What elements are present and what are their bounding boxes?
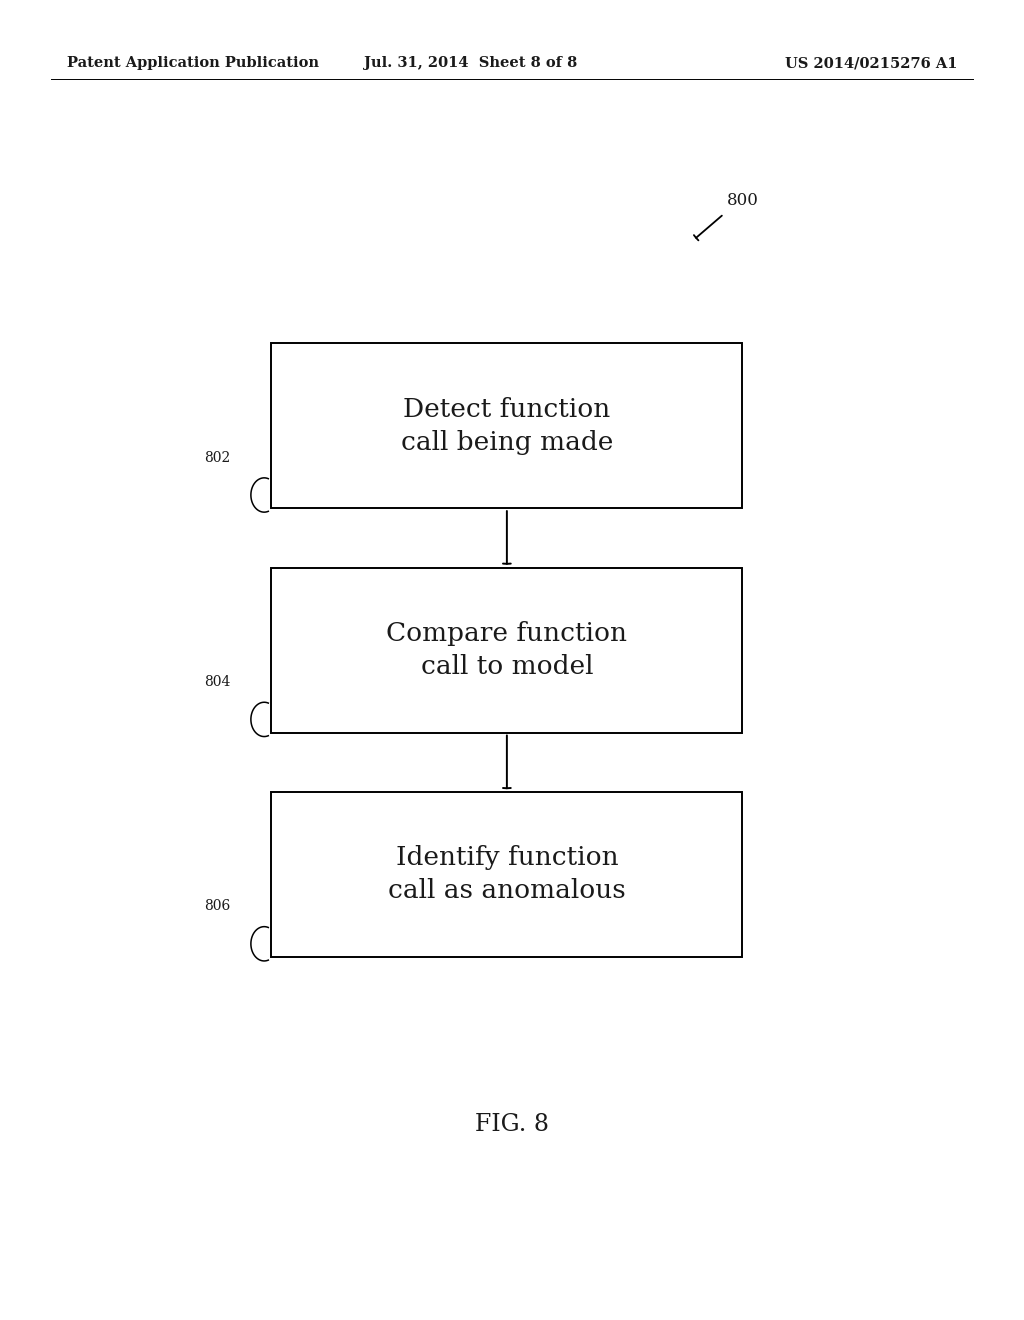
Text: 802: 802 [204,450,230,465]
Text: Patent Application Publication: Patent Application Publication [67,57,318,70]
Text: Identify function
call as anomalous: Identify function call as anomalous [388,846,626,903]
Text: 804: 804 [204,675,230,689]
Text: FIG. 8: FIG. 8 [475,1113,549,1137]
Text: 800: 800 [727,191,759,209]
Text: Detect function
call being made: Detect function call being made [400,397,613,454]
Text: Jul. 31, 2014  Sheet 8 of 8: Jul. 31, 2014 Sheet 8 of 8 [365,57,578,70]
Bar [271,343,742,508]
Text: Compare function
call to model: Compare function call to model [386,622,628,678]
Bar [271,792,742,957]
Bar [271,568,742,733]
Text: US 2014/0215276 A1: US 2014/0215276 A1 [785,57,957,70]
Text: 806: 806 [204,899,230,913]
